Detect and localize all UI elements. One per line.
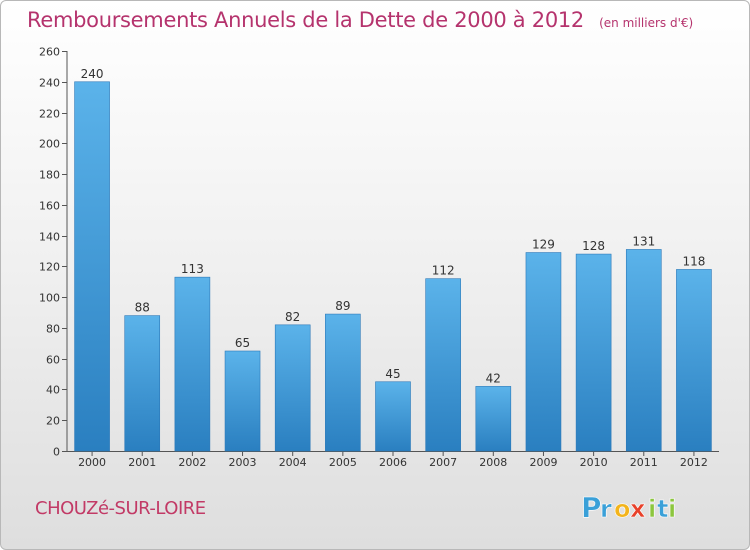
y-tick-label: 80 [46, 323, 60, 336]
y-tick-label: 180 [39, 169, 60, 182]
y-tick-label: 60 [46, 354, 60, 367]
x-tick-label: 2006 [379, 456, 407, 469]
bar-value-label: 240 [81, 67, 104, 81]
bar [325, 313, 361, 452]
bar [625, 249, 662, 452]
x-tick-label: 2010 [580, 456, 608, 469]
logo-letter: i [648, 495, 656, 523]
bar [224, 350, 261, 452]
bar [425, 278, 461, 452]
bar [676, 269, 712, 452]
chart-unit: (en milliers d'€) [599, 16, 694, 30]
x-tick-label: 2012 [680, 456, 708, 469]
bar-value-label: 112 [432, 264, 455, 278]
x-tick-label: 2008 [479, 456, 507, 469]
bar-value-label: 129 [532, 238, 555, 252]
bar [124, 315, 161, 452]
proxiti-logo-graphic: Pr o x i t i [581, 491, 677, 525]
y-tick-label: 120 [39, 261, 60, 274]
bar-value-label: 65 [235, 336, 250, 350]
bar-value-label: 131 [632, 234, 655, 248]
x-tick-label: 2009 [529, 456, 557, 469]
bar-value-label: 45 [385, 367, 400, 381]
x-tick-label: 2005 [329, 456, 357, 469]
bar [74, 81, 110, 452]
logo-letter: P [581, 491, 602, 524]
logo-letter: i [668, 495, 676, 523]
chart-title: Remboursements Annuels de la Dette de 20… [27, 8, 584, 32]
bar-value-label: 82 [285, 310, 300, 324]
commune-name: CHOUZé-SUR-LOIRE [35, 498, 206, 519]
logo-letter: x [630, 495, 646, 523]
title-row: Remboursements Annuels de la Dette de 20… [27, 8, 693, 32]
y-tick-label: 160 [39, 200, 60, 213]
x-tick-label: 2004 [279, 456, 307, 469]
x-axis: 2000 2001 2002 2003 2004 2005 2006 2007 2008 2009… [67, 451, 719, 469]
logo-letter: r [600, 495, 612, 523]
x-tick-label: 2002 [178, 456, 206, 469]
y-tick-label: 240 [39, 77, 60, 90]
bar-value-label: 42 [486, 371, 501, 385]
bar-value-label: 89 [335, 299, 350, 313]
bar [475, 386, 512, 452]
y-tick-label: 220 [39, 108, 60, 121]
x-tick-label: 2000 [78, 456, 106, 469]
x-tick-label: 2007 [429, 456, 457, 469]
bar [575, 253, 612, 452]
x-tick-label: 2011 [630, 456, 658, 469]
bar-value-label: 88 [135, 301, 150, 315]
x-tick-label: 2003 [229, 456, 257, 469]
logo-letter: t [657, 495, 668, 523]
y-tick-label: 140 [39, 231, 60, 244]
y-tick-label: 100 [39, 292, 60, 305]
x-tick-label: 2001 [128, 456, 156, 469]
bar [375, 381, 411, 452]
y-axis: 0 20 40 60 80 100 120 140 160 180 200 220 240 260 [39, 46, 68, 459]
bar [174, 276, 211, 452]
bar [525, 252, 562, 452]
logo-letter: o [614, 495, 631, 523]
bar-value-label: 118 [682, 254, 705, 268]
bar-value-label: 113 [181, 262, 204, 276]
y-tick-label: 20 [46, 415, 60, 428]
y-tick-label: 40 [46, 384, 60, 397]
bar [274, 324, 311, 452]
bars: 240 88 113 65 82 89 45 112 42 129 128 131 118 [74, 67, 712, 452]
bar-value-label: 128 [582, 239, 605, 253]
y-tick-label: 260 [39, 46, 60, 59]
y-tick-label: 0 [53, 446, 60, 459]
y-tick-label: 200 [39, 138, 60, 151]
